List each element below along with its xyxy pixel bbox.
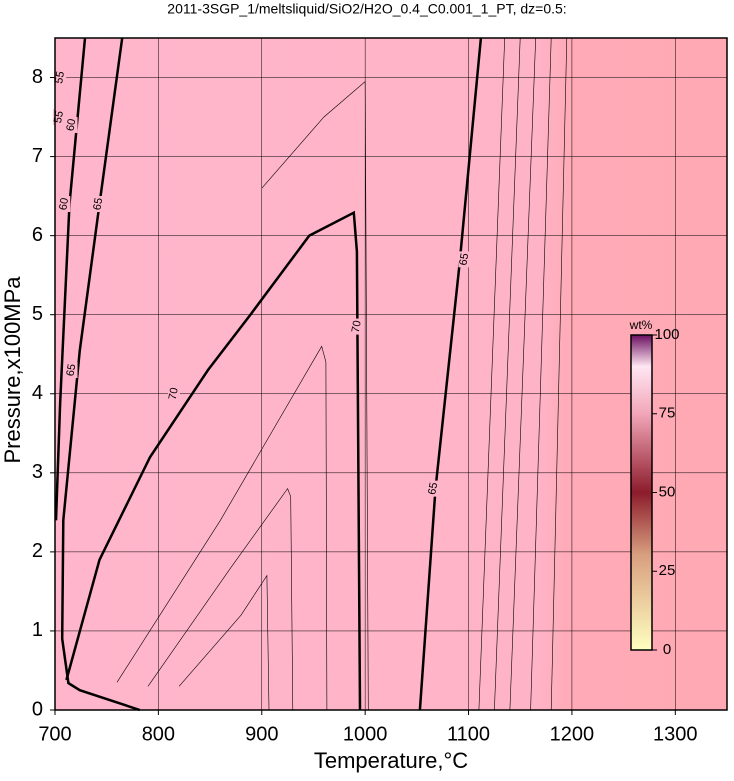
x-tick-label: 1200 xyxy=(550,723,595,745)
colorbar: wt% 0 25 50 75 100 xyxy=(629,318,680,658)
x-axis-label: Temperature,°C xyxy=(314,748,468,773)
y-tick-label: 0 xyxy=(32,698,43,720)
thin-contour xyxy=(178,574,270,711)
colorbar-tick-label: 75 xyxy=(659,405,676,422)
contour-label: 70 xyxy=(167,387,181,401)
thin-contour xyxy=(530,37,552,711)
contour-label-bg xyxy=(167,385,180,402)
contour-label: 60 xyxy=(64,118,78,132)
y-tick-label: 7 xyxy=(32,145,43,167)
contour-label-bg xyxy=(427,480,440,497)
contour-label: 55 xyxy=(52,110,66,124)
thin-contour xyxy=(494,37,521,711)
plot-background xyxy=(55,38,727,710)
y-tick-label: 1 xyxy=(32,619,43,641)
contour-label-bg xyxy=(54,69,67,86)
x-tick-label: 900 xyxy=(245,723,278,745)
x-tick-label: 1000 xyxy=(343,723,388,745)
thin-contour xyxy=(116,345,328,711)
contour-label: 65 xyxy=(426,482,440,496)
x-tick-label: 1100 xyxy=(447,723,490,745)
contour-label: 60 xyxy=(57,197,71,211)
colorbar-tick-label: 100 xyxy=(654,326,679,343)
colorbar-tick-label: 0 xyxy=(663,641,671,658)
thin-contour xyxy=(147,487,294,711)
chart-title: 2011-3SGP_1/meltsliquid/SiO2/H2O_0.4_C0.… xyxy=(167,1,566,17)
thin-contour xyxy=(478,37,505,711)
contour-label: 55 xyxy=(53,70,67,84)
colorbar-scale xyxy=(630,334,653,651)
thin-contour xyxy=(261,80,369,711)
contour-label: 65 xyxy=(64,363,78,377)
contour-line xyxy=(418,37,483,711)
y-tick-label: 8 xyxy=(32,66,43,88)
x-tick-label: 800 xyxy=(142,723,175,745)
contour-label-bg xyxy=(65,362,78,379)
contour-label-bg xyxy=(65,116,78,133)
thin-contour xyxy=(550,37,568,711)
y-tick-label: 6 xyxy=(32,224,43,246)
contours xyxy=(54,37,568,712)
y-tick-label: 3 xyxy=(32,461,43,483)
grid xyxy=(54,38,727,711)
contour-label-bg xyxy=(458,251,471,268)
colorbar-tick-label: 25 xyxy=(659,562,676,579)
plot-frame xyxy=(54,37,728,711)
contour-label-bg xyxy=(58,196,71,213)
contour-label-bg xyxy=(53,109,66,126)
colorbar-label: wt% xyxy=(629,318,653,332)
y-axis-label: Pressure,x100MPa xyxy=(0,276,25,464)
y-tick-label: 5 xyxy=(32,303,43,325)
contour-label: 65 xyxy=(91,197,105,211)
y-tick-label: 2 xyxy=(32,540,43,562)
y-tick-label: 4 xyxy=(32,382,43,404)
x-tick-label: 1300 xyxy=(653,723,698,745)
colorbar-tick-label: 50 xyxy=(659,483,676,500)
contour-line xyxy=(60,37,141,712)
contour-label: 70 xyxy=(350,319,364,333)
thin-contour xyxy=(509,37,536,711)
contour-label-bg xyxy=(350,318,363,335)
x-tick-label: 700 xyxy=(38,723,71,745)
contour-line xyxy=(65,210,362,711)
contour-label: 65 xyxy=(457,252,471,266)
contour-label-bg xyxy=(92,196,105,213)
